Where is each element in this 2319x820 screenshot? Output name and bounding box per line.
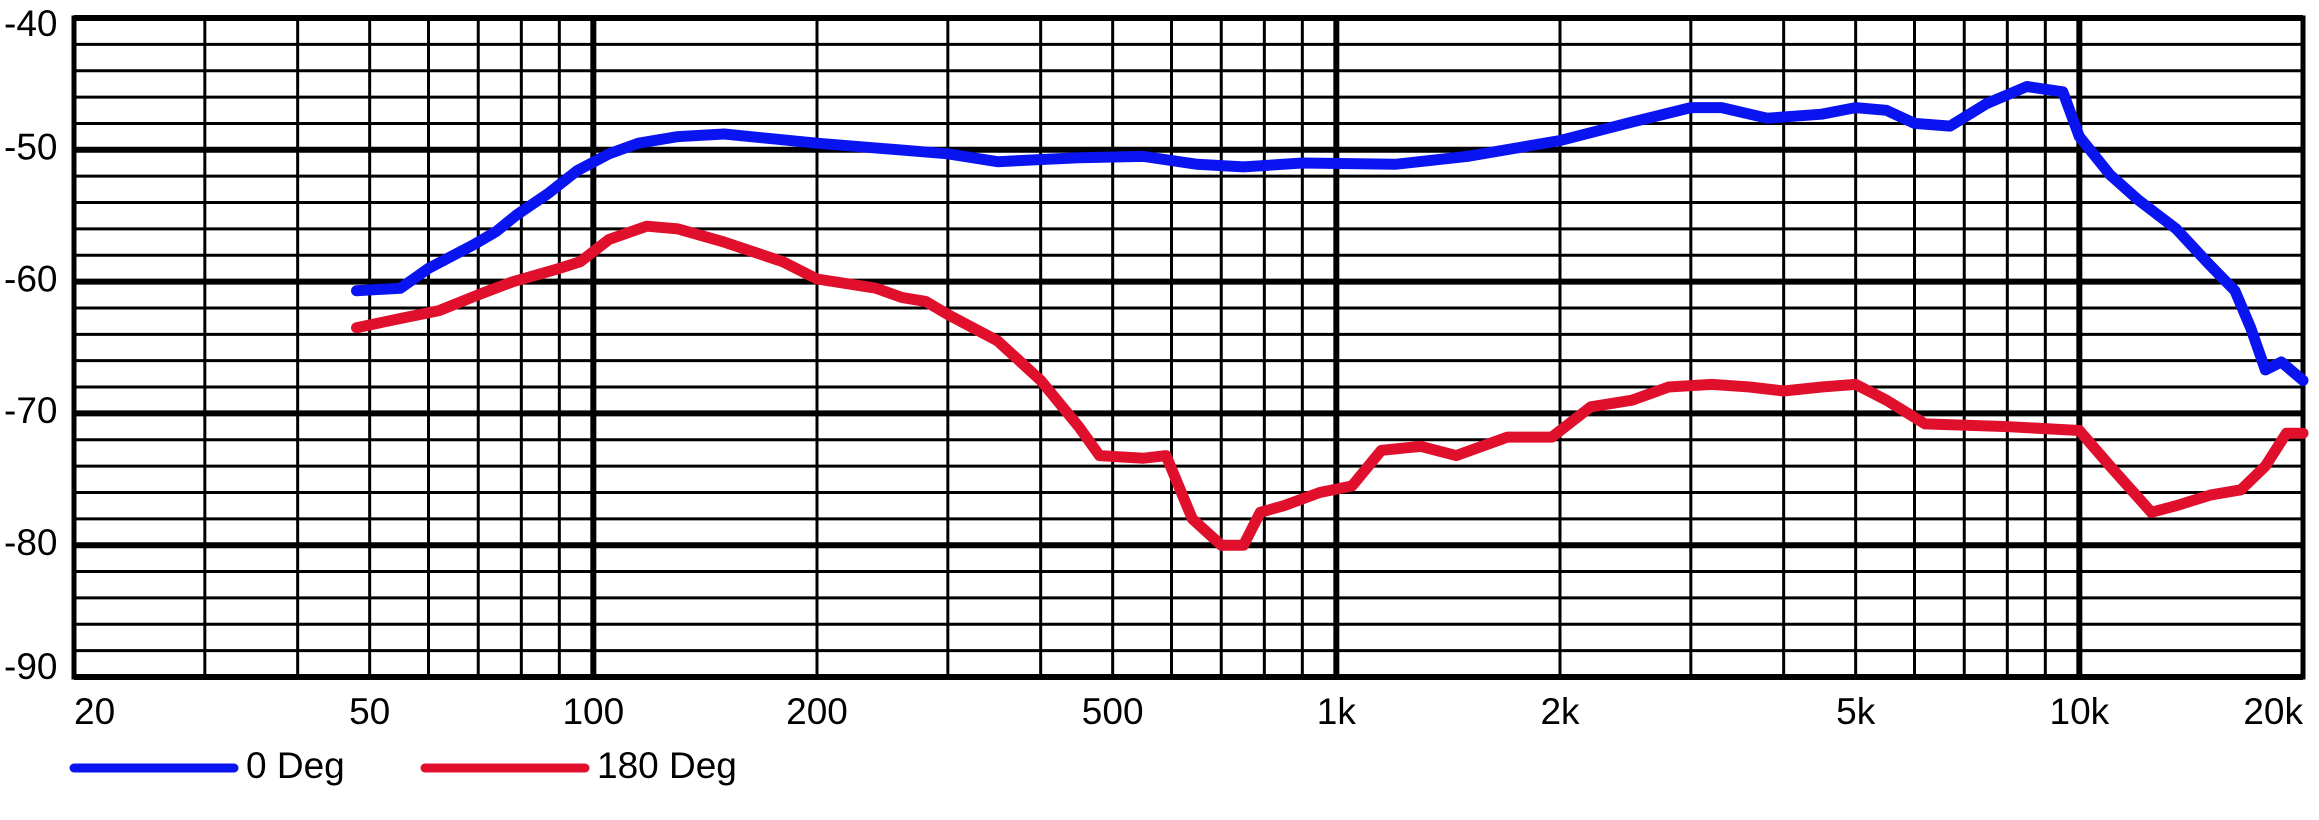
x-tick-label: 10k: [2050, 691, 2110, 732]
x-tick-label: 5k: [1836, 691, 1876, 732]
legend-label: 0 Deg: [246, 745, 345, 786]
y-tick-label: -80: [4, 522, 57, 563]
y-tick-label: -90: [4, 646, 57, 687]
x-tick-label: 20: [74, 691, 115, 732]
series-line: [351, 220, 2309, 551]
plot-frame: [71, 15, 2306, 680]
legend-label: 180 Deg: [597, 745, 737, 786]
x-tick-label: 200: [786, 691, 848, 732]
y-tick-label: -40: [4, 3, 57, 44]
y-tick-label: -70: [4, 390, 57, 431]
y-tick-label: -50: [4, 127, 57, 168]
x-tick-label: 2k: [1540, 691, 1580, 732]
x-tick-label: 100: [562, 691, 624, 732]
y-tick-label: -60: [4, 258, 57, 299]
x-tick-label: 50: [349, 691, 390, 732]
x-tick-label: 1k: [1317, 691, 1357, 732]
x-tick-label: 20k: [2243, 691, 2303, 732]
series-line: [351, 81, 2309, 386]
x-tick-label: 500: [1082, 691, 1144, 732]
